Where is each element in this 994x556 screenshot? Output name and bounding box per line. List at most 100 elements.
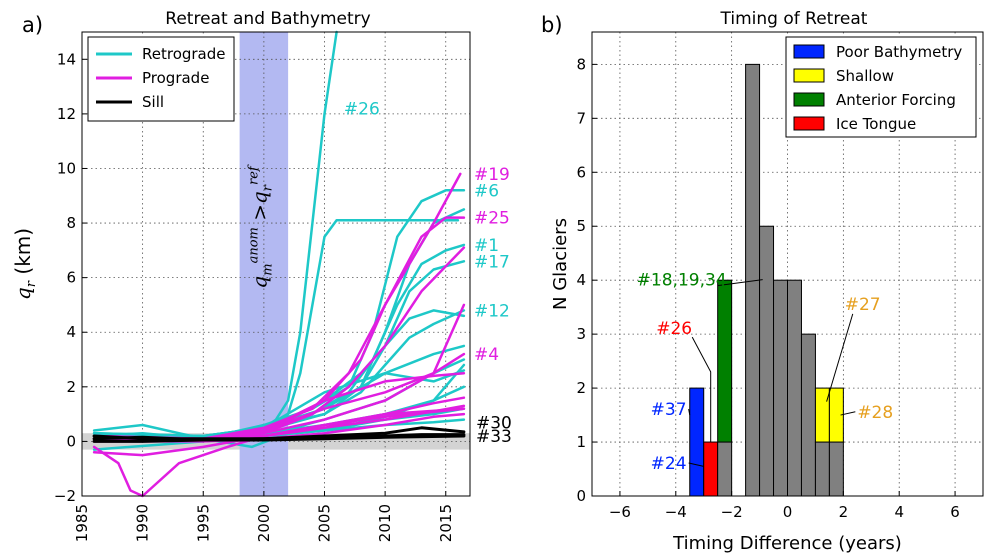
annotation-leader	[826, 313, 854, 402]
shaded-period-label: qmanom >qrref	[246, 164, 275, 288]
x-tick-label: 2	[839, 503, 849, 521]
annotation-leader	[840, 411, 856, 416]
ticks-b: −6 −4 −2 0 2 4 6 0 1 2 3 4 5 6 7 8	[576, 55, 959, 521]
x-tick-label: 1985	[73, 504, 91, 542]
series-line-retrograde	[92, 369, 466, 438]
y-tick-label: 8	[576, 55, 586, 73]
bar	[828, 387, 844, 443]
y-tick-label: 5	[576, 217, 586, 235]
x-tick-label: 1990	[134, 504, 152, 542]
series-label: #26	[344, 99, 380, 119]
series-label: #19	[474, 165, 510, 185]
series-label: #4	[474, 345, 499, 365]
y-tick-label: 0	[66, 432, 76, 450]
y-tick-label: 3	[576, 325, 586, 343]
panel-b-title: Timing of Retreat	[720, 9, 868, 29]
legend-swatch	[793, 68, 825, 83]
series-label: #17	[474, 252, 510, 272]
x-tick-label: 6	[950, 503, 960, 521]
plot-frame-a	[81, 31, 471, 497]
bar	[689, 387, 705, 497]
annotation-leader	[691, 336, 712, 443]
legend-label: Sill	[142, 93, 164, 111]
y-tick-label: 1	[576, 433, 586, 451]
panel-a-title: Retreat and Bathymetry	[165, 9, 370, 29]
series-line-prograde	[92, 407, 466, 457]
y-tick-label: 0	[576, 487, 586, 505]
legend-a: Retrograde Prograde Sill	[87, 36, 235, 122]
x-tick-label: −6	[609, 503, 631, 521]
legend-swatch	[793, 116, 825, 131]
bar	[773, 279, 788, 497]
y-tick-label: 12	[57, 105, 76, 123]
bar	[703, 441, 719, 497]
annotation-label: #37	[651, 400, 687, 420]
series-label: #33	[476, 427, 512, 447]
ticks-a: 1985 1990 1995 2000 2005 2010 2015 −2 0 2 4 6 8 10 12 1…	[54, 50, 455, 542]
legend-label: Ice Tongue	[836, 115, 916, 133]
legend-swatch	[793, 44, 825, 59]
x-tick-label: 4	[894, 503, 904, 521]
bars-b	[689, 63, 844, 497]
bar	[814, 441, 830, 497]
panel-a-letter: a)	[22, 13, 43, 37]
panel-b: b) Timing of Retreat −6 −4 −2 0 2 4 6 0 1 2 3 4 5 6 7 8…	[541, 9, 984, 554]
bar	[759, 225, 775, 497]
series-label: #30	[476, 413, 512, 433]
series-lines-a	[92, 30, 466, 498]
annotation-label: #18,19,34	[637, 271, 727, 291]
legend-label: Anterior Forcing	[836, 91, 956, 109]
series-line-sill	[92, 434, 466, 443]
annotations-b: #18,19,34 #26 #37 #24 #27 #28	[637, 271, 894, 474]
annotation-leader	[688, 462, 704, 467]
panel-b-letter: b)	[541, 13, 563, 37]
x-tick-label: 2015	[437, 504, 455, 542]
x-tick-label: 2005	[316, 504, 334, 542]
bar	[717, 279, 733, 443]
series-label: #25	[474, 209, 510, 229]
bar	[814, 387, 830, 443]
x-tick-label: 2000	[255, 504, 273, 542]
legend-label: Poor Bathymetry	[836, 43, 962, 61]
y-tick-label: 4	[66, 323, 76, 341]
bar	[800, 333, 816, 497]
panel-a: a) Retreat and Bathymetry 1985 1990 1995 20…	[11, 9, 512, 542]
legend-label: Retrograde	[142, 45, 226, 63]
series-label: #12	[474, 301, 510, 321]
y-tick-label: 6	[576, 163, 586, 181]
bar	[717, 441, 733, 497]
y-tick-label: 6	[66, 269, 76, 287]
series-label: #1	[474, 236, 499, 256]
x-axis-label-b: Timing Difference (years)	[672, 533, 902, 554]
x-tick-label: 1995	[194, 504, 212, 542]
annotation-leader	[688, 408, 691, 416]
legend-b: Poor Bathymetry Shallow Anterior Forcing Ic…	[785, 36, 977, 138]
legend-label: Prograde	[142, 69, 209, 87]
x-tick-label: −4	[665, 503, 687, 521]
series-labels-a: #26 #6 #1#17 #12 #19 #25 #4 #30#33	[344, 99, 512, 447]
legend-swatch	[793, 92, 825, 107]
y-tick-label: 14	[57, 50, 76, 68]
annotation-leader	[717, 279, 763, 287]
y-tick-label: 8	[66, 214, 76, 232]
annotation-label: #27	[845, 295, 881, 315]
y-tick-label: 4	[576, 271, 586, 289]
series-label: #6	[474, 181, 499, 201]
bar	[787, 279, 802, 497]
x-tick-label: 2010	[376, 504, 394, 542]
y-tick-label: 10	[57, 159, 76, 177]
bar	[828, 441, 844, 497]
y-axis-label-a: qr (km)	[11, 228, 39, 300]
annotation-label: #28	[857, 403, 893, 423]
annotation-label: #26	[656, 319, 692, 339]
y-axis-label-b: N Glaciers	[550, 218, 571, 310]
y-tick-label: 2	[66, 378, 76, 396]
y-tick-label: 7	[576, 109, 586, 127]
x-tick-label: −2	[721, 503, 743, 521]
y-tick-label: −2	[54, 487, 76, 505]
legend-label: Shallow	[836, 67, 894, 85]
annotation-label: #24	[651, 454, 687, 474]
y-tick-label: 2	[576, 379, 586, 397]
x-tick-label: 0	[783, 503, 793, 521]
